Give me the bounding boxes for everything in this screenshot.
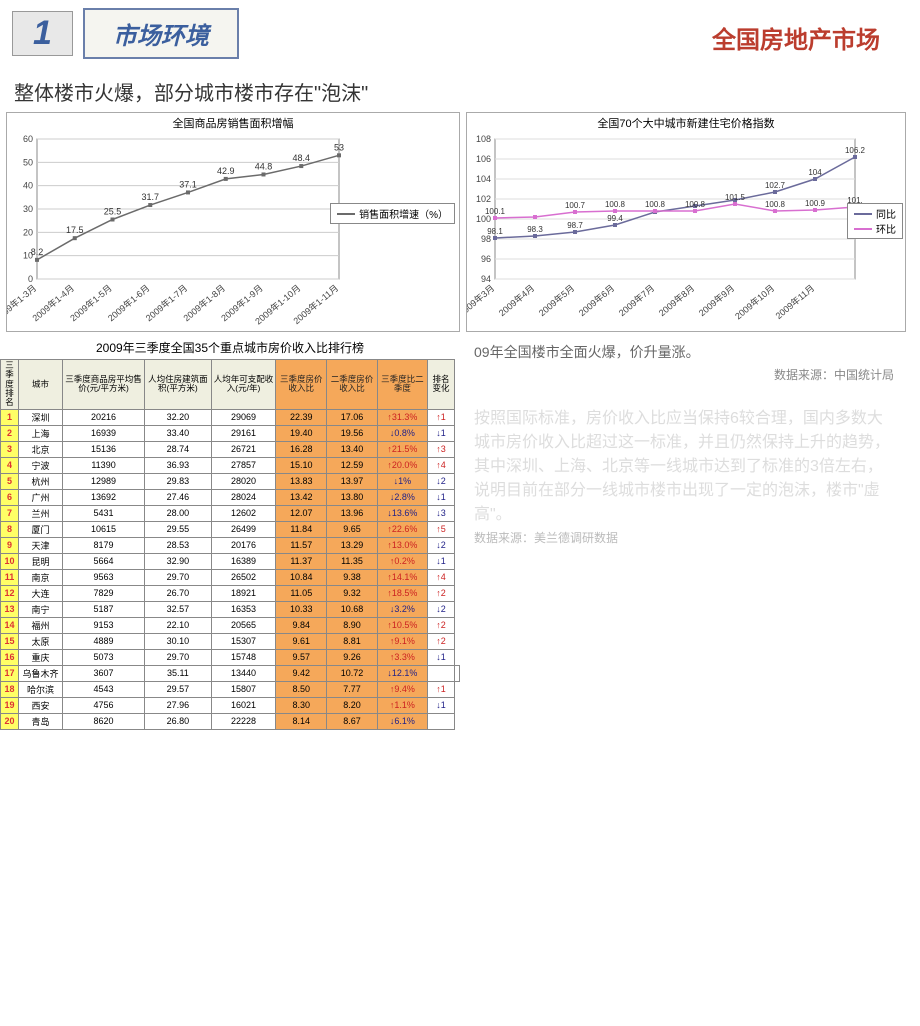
svg-text:102.7: 102.7 (765, 181, 786, 190)
subheading: 整体楼市火爆，部分城市楼市存在"泡沫" (0, 67, 920, 112)
svg-text:100.7: 100.7 (565, 201, 586, 210)
svg-text:60: 60 (23, 134, 33, 144)
svg-text:8.2: 8.2 (31, 247, 44, 257)
svg-text:53: 53 (334, 142, 344, 152)
svg-text:98.3: 98.3 (527, 225, 543, 234)
section-number: 1 (12, 11, 73, 56)
svg-text:98.7: 98.7 (567, 221, 583, 230)
svg-text:25.5: 25.5 (104, 207, 122, 217)
svg-text:42.9: 42.9 (217, 166, 235, 176)
svg-text:44.8: 44.8 (255, 161, 273, 171)
svg-text:2009年6月: 2009年6月 (576, 282, 616, 318)
section-title: 市场环境 (83, 8, 239, 59)
svg-text:100.9: 100.9 (805, 199, 826, 208)
svg-text:98.1: 98.1 (487, 227, 503, 236)
svg-text:20: 20 (23, 227, 33, 237)
svg-text:31.7: 31.7 (141, 192, 159, 202)
svg-text:40: 40 (23, 181, 33, 191)
summary-line: 09年全国楼市全面火爆，价升量涨。 (474, 342, 894, 362)
chart2-title: 全国70个大中城市新建住宅价格指数 (467, 113, 905, 133)
table-title: 2009年三季度全国35个重点城市房价收入比排行榜 (0, 336, 460, 359)
svg-text:2009年7月: 2009年7月 (616, 282, 656, 318)
svg-text:104: 104 (808, 168, 822, 177)
svg-text:104: 104 (476, 174, 491, 184)
svg-text:102: 102 (476, 194, 491, 204)
svg-text:50: 50 (23, 157, 33, 167)
svg-text:2009年4月: 2009年4月 (496, 282, 536, 318)
svg-text:2009年3月: 2009年3月 (467, 282, 496, 318)
analysis-panel: 09年全国楼市全面火爆，价升量涨。 数据来源：中国统计局 按照国际标准，房价收入… (460, 336, 912, 730)
svg-text:2009年9月: 2009年9月 (696, 282, 736, 318)
svg-text:100.8: 100.8 (765, 200, 786, 209)
analysis-body: 按照国际标准，房价收入比应当保持6较合理，国内多数大城市房价收入比超过这一标准，… (474, 407, 894, 527)
svg-text:37.1: 37.1 (179, 179, 197, 189)
svg-text:2009年11月: 2009年11月 (773, 282, 816, 321)
svg-text:0: 0 (28, 274, 33, 284)
ranking-table: 三季度排名城市三季度商品房平均售价(元/平方米)人均住房建筑面积(平方米)人均年… (0, 359, 460, 730)
svg-text:17.5: 17.5 (66, 225, 84, 235)
svg-text:96: 96 (481, 254, 491, 264)
svg-text:99.4: 99.4 (607, 214, 623, 223)
svg-text:100.8: 100.8 (645, 200, 666, 209)
svg-text:2009年10月: 2009年10月 (732, 282, 776, 321)
svg-text:101.5: 101.5 (725, 193, 746, 202)
svg-text:2009年8月: 2009年8月 (656, 282, 696, 318)
chart-sales-area: 全国商品房销售面积增幅 01020304050608.217.525.531.7… (6, 112, 460, 332)
svg-text:30: 30 (23, 204, 33, 214)
svg-text:108: 108 (476, 134, 491, 144)
page-right-title: 全国房地产市场 (712, 20, 880, 55)
data-source-2: 数据来源：美兰德调研数据 (474, 529, 894, 546)
svg-text:100.8: 100.8 (685, 200, 706, 209)
svg-text:100.1: 100.1 (485, 207, 506, 216)
chart1-title: 全国商品房销售面积增幅 (7, 113, 459, 133)
svg-text:48.4: 48.4 (292, 153, 310, 163)
svg-text:100.8: 100.8 (605, 200, 626, 209)
svg-text:106.2: 106.2 (845, 146, 866, 155)
data-source-1: 数据来源：中国统计局 (474, 366, 894, 383)
chart-price-index: 全国70个大中城市新建住宅价格指数 9496981001021041061089… (466, 112, 906, 332)
ranking-table-area: 2009年三季度全国35个重点城市房价收入比排行榜 三季度排名城市三季度商品房平… (0, 336, 460, 730)
svg-text:2009年5月: 2009年5月 (536, 282, 576, 318)
svg-text:106: 106 (476, 154, 491, 164)
